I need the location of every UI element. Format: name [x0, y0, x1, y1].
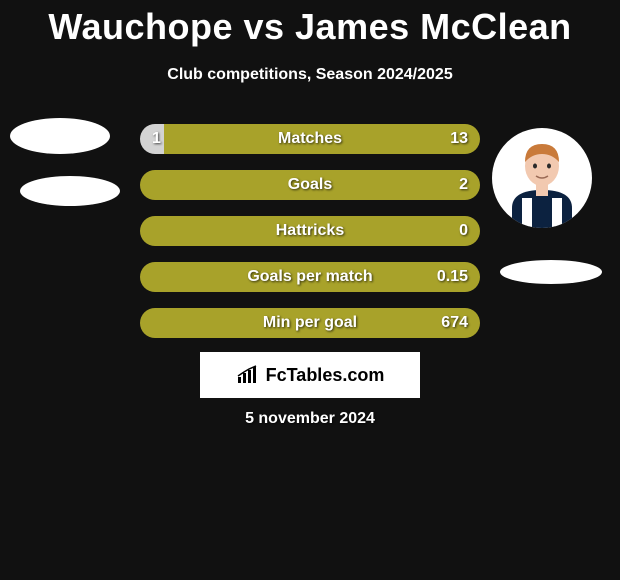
- stat-bar: 1 13 Matches: [140, 124, 480, 154]
- stat-label: Min per goal: [263, 314, 357, 332]
- stat-label: Hattricks: [276, 222, 344, 240]
- stat-right-value: 674: [441, 314, 468, 332]
- stat-right-value: 13: [450, 130, 468, 148]
- comparison-infographic: Wauchope vs James McClean Club competiti…: [0, 0, 620, 580]
- stat-right-value: 0: [459, 222, 468, 240]
- stat-bar: 674 Min per goal: [140, 308, 480, 338]
- stat-right-value: 2: [459, 176, 468, 194]
- stat-right-value: 0.15: [437, 268, 468, 286]
- player-right-shadow-blob: [500, 260, 602, 284]
- stat-bar: 0.15 Goals per match: [140, 262, 480, 292]
- stat-left-value: 1: [152, 130, 161, 148]
- stat-bar: 0 Hattricks: [140, 216, 480, 246]
- stat-label: Goals: [288, 176, 332, 194]
- page-subtitle: Club competitions, Season 2024/2025: [0, 66, 620, 84]
- brand-text: FcTables.com: [266, 365, 385, 386]
- player-right-avatar: [492, 128, 592, 228]
- player-left-avatar-blob-2: [20, 176, 120, 206]
- stat-bar: 2 Goals: [140, 170, 480, 200]
- snapshot-date: 5 november 2024: [0, 410, 620, 428]
- stat-label: Matches: [278, 130, 342, 148]
- brand-chart-icon: [236, 365, 260, 385]
- player-left-avatar-blob-1: [10, 118, 110, 154]
- stat-label: Goals per match: [247, 268, 372, 286]
- brand-badge: FcTables.com: [200, 352, 420, 398]
- comparison-bars: 1 13 Matches 2 Goals 0 Hattricks 0.15 Goals per …: [140, 124, 480, 354]
- page-title: Wauchope vs James McClean: [0, 0, 620, 48]
- player-right-avatar-illustration: [492, 128, 592, 228]
